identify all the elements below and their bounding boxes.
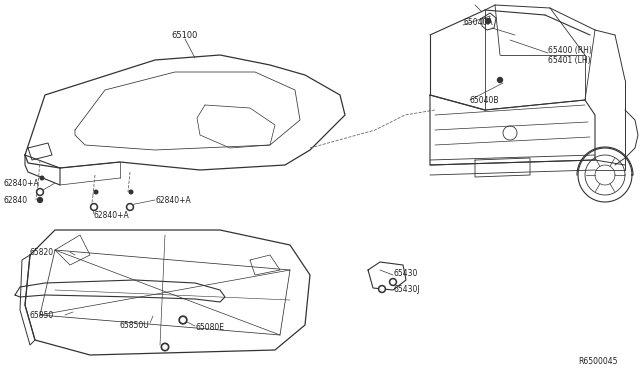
Circle shape — [497, 77, 502, 83]
Text: 65430: 65430 — [393, 269, 417, 278]
Circle shape — [129, 190, 133, 194]
Text: 65040B: 65040B — [470, 96, 499, 105]
Text: 65400 (RH): 65400 (RH) — [548, 45, 592, 55]
Circle shape — [390, 279, 397, 285]
Circle shape — [94, 190, 98, 194]
Circle shape — [128, 205, 132, 209]
Circle shape — [378, 285, 385, 292]
Circle shape — [181, 318, 185, 322]
Text: 65100: 65100 — [172, 31, 198, 39]
Circle shape — [38, 198, 42, 202]
Circle shape — [161, 343, 169, 351]
Text: R6500045: R6500045 — [579, 357, 618, 366]
Text: 65080E: 65080E — [195, 324, 224, 333]
Text: 65040A: 65040A — [463, 17, 493, 26]
Text: 65820: 65820 — [30, 247, 54, 257]
Circle shape — [38, 190, 42, 194]
Text: 65401 (LH): 65401 (LH) — [548, 55, 591, 64]
Text: 62840+A: 62840+A — [93, 211, 129, 219]
Circle shape — [486, 19, 490, 23]
Circle shape — [92, 205, 96, 209]
Circle shape — [90, 203, 97, 211]
Circle shape — [380, 287, 384, 291]
Text: 62840+A: 62840+A — [155, 196, 191, 205]
Circle shape — [127, 203, 134, 211]
Text: 62840: 62840 — [3, 196, 27, 205]
Circle shape — [40, 176, 44, 180]
Circle shape — [36, 189, 44, 196]
Text: 65850U: 65850U — [120, 321, 150, 330]
Circle shape — [163, 345, 167, 349]
Text: 65430J: 65430J — [393, 285, 420, 294]
Circle shape — [179, 316, 187, 324]
Circle shape — [391, 280, 395, 284]
Text: 65850: 65850 — [30, 311, 54, 320]
Text: 62840+A: 62840+A — [3, 179, 39, 187]
